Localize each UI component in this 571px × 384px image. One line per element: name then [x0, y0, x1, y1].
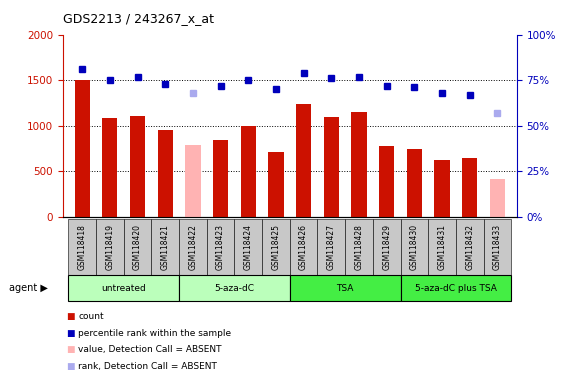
Bar: [213, 141, 228, 217]
Text: ■: ■: [66, 345, 74, 354]
Bar: [124, 219, 151, 275]
Text: GSM118420: GSM118420: [133, 224, 142, 270]
Bar: [379, 146, 394, 217]
Text: ■: ■: [66, 312, 74, 321]
Text: GSM118423: GSM118423: [216, 224, 225, 270]
Text: GSM118426: GSM118426: [299, 224, 308, 270]
Text: GSM118424: GSM118424: [244, 224, 253, 270]
Bar: [296, 104, 311, 217]
Bar: [75, 80, 90, 217]
Bar: [351, 112, 367, 217]
Bar: [290, 219, 317, 275]
Text: GSM118425: GSM118425: [271, 224, 280, 270]
Bar: [435, 159, 449, 217]
Text: GSM118418: GSM118418: [78, 224, 87, 270]
Bar: [262, 219, 290, 275]
Bar: [179, 275, 290, 301]
Text: rank, Detection Call = ABSENT: rank, Detection Call = ABSENT: [78, 362, 217, 371]
Text: GSM118430: GSM118430: [410, 223, 419, 270]
Text: GSM118419: GSM118419: [106, 224, 114, 270]
Text: GSM118429: GSM118429: [382, 224, 391, 270]
Text: GSM118428: GSM118428: [355, 224, 364, 270]
Text: percentile rank within the sample: percentile rank within the sample: [78, 329, 231, 338]
Text: ■: ■: [66, 329, 74, 338]
Text: GSM118432: GSM118432: [465, 224, 474, 270]
Bar: [268, 152, 284, 217]
Bar: [235, 219, 262, 275]
Text: TSA: TSA: [336, 284, 354, 293]
Text: GDS2213 / 243267_x_at: GDS2213 / 243267_x_at: [63, 12, 214, 25]
Bar: [324, 117, 339, 217]
Bar: [373, 219, 400, 275]
Bar: [130, 116, 145, 217]
Bar: [317, 219, 345, 275]
Bar: [158, 130, 173, 217]
Bar: [207, 219, 235, 275]
Bar: [456, 219, 484, 275]
Text: agent ▶: agent ▶: [9, 283, 47, 293]
Bar: [407, 149, 422, 217]
Bar: [400, 219, 428, 275]
Bar: [290, 275, 400, 301]
Bar: [69, 275, 179, 301]
Text: ■: ■: [66, 362, 74, 371]
Text: count: count: [78, 312, 104, 321]
Text: GSM118421: GSM118421: [160, 224, 170, 270]
Text: 5-aza-dC plus TSA: 5-aza-dC plus TSA: [415, 284, 497, 293]
Text: GSM118427: GSM118427: [327, 224, 336, 270]
Bar: [484, 219, 511, 275]
Bar: [186, 145, 200, 217]
Bar: [151, 219, 179, 275]
Bar: [490, 179, 505, 217]
Bar: [462, 158, 477, 217]
Bar: [400, 275, 511, 301]
Bar: [345, 219, 373, 275]
Bar: [69, 219, 96, 275]
Text: GSM118431: GSM118431: [437, 224, 447, 270]
Bar: [96, 219, 124, 275]
Bar: [179, 219, 207, 275]
Text: GSM118433: GSM118433: [493, 223, 502, 270]
Bar: [240, 126, 256, 217]
Text: GSM118422: GSM118422: [188, 224, 198, 270]
Bar: [428, 219, 456, 275]
Text: untreated: untreated: [101, 284, 146, 293]
Bar: [102, 119, 118, 217]
Text: value, Detection Call = ABSENT: value, Detection Call = ABSENT: [78, 345, 222, 354]
Text: 5-aza-dC: 5-aza-dC: [215, 284, 255, 293]
